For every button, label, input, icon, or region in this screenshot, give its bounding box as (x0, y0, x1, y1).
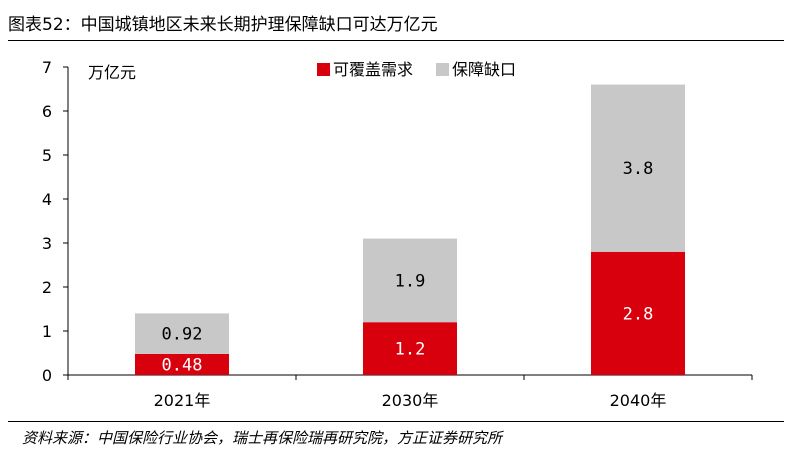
bar-segment (363, 238, 457, 323)
y-tick-label: 6 (42, 102, 52, 121)
x-category-label: 2040年 (610, 391, 667, 410)
y-tick-label: 2 (42, 278, 52, 297)
bar-segment (591, 251, 685, 375)
data-label: 0.92 (162, 325, 203, 345)
stacked-bar-chart: 0 1 2 3 4 5 6 7 2021年 2030年 2040年 万亿元 0.48 0.92 1.2 1.… (42, 58, 753, 410)
bar-segment (591, 84, 685, 252)
source-note: 资料来源：中国保险行业协会，瑞士再保险瑞再研究院，方正证券研究所 (22, 429, 503, 447)
axes: 0 1 2 3 4 5 6 7 2021年 2030年 2040年 万亿元 (42, 58, 753, 410)
legend-label: 可覆盖需求 (333, 60, 413, 79)
data-label: 1.2 (395, 340, 426, 360)
y-tick-label: 7 (42, 58, 52, 77)
legend-label: 保障缺口 (452, 60, 516, 79)
y-tick-label: 5 (42, 146, 52, 165)
data-label: 1.9 (395, 271, 426, 291)
data-label: 3.8 (623, 159, 654, 179)
bar-segment (135, 313, 229, 354)
y-tick-label: 4 (42, 190, 52, 209)
top-rule (8, 40, 784, 41)
y-tick-label: 1 (42, 322, 52, 341)
x-category-label: 2030年 (382, 391, 439, 410)
bars (135, 84, 685, 375)
legend: 可覆盖需求 保障缺口 (317, 60, 516, 79)
x-category-label: 2021年 (154, 391, 211, 410)
y-tick-label: 3 (42, 234, 52, 253)
data-label: 2.8 (623, 304, 654, 324)
legend-swatch (317, 63, 330, 76)
figure-title: 图表52：中国城镇地区未来长期护理保障缺口可达万亿元 (8, 15, 438, 35)
y-axis-unit: 万亿元 (88, 63, 136, 82)
data-label: 0.48 (162, 355, 203, 375)
data-labels: 0.48 0.92 1.2 1.9 2.8 3.8 (162, 159, 654, 375)
bottom-rule (8, 421, 784, 422)
bar-segment (363, 322, 457, 375)
legend-swatch (436, 63, 449, 76)
bar-segment (135, 353, 229, 375)
y-tick-label: 0 (42, 366, 52, 385)
